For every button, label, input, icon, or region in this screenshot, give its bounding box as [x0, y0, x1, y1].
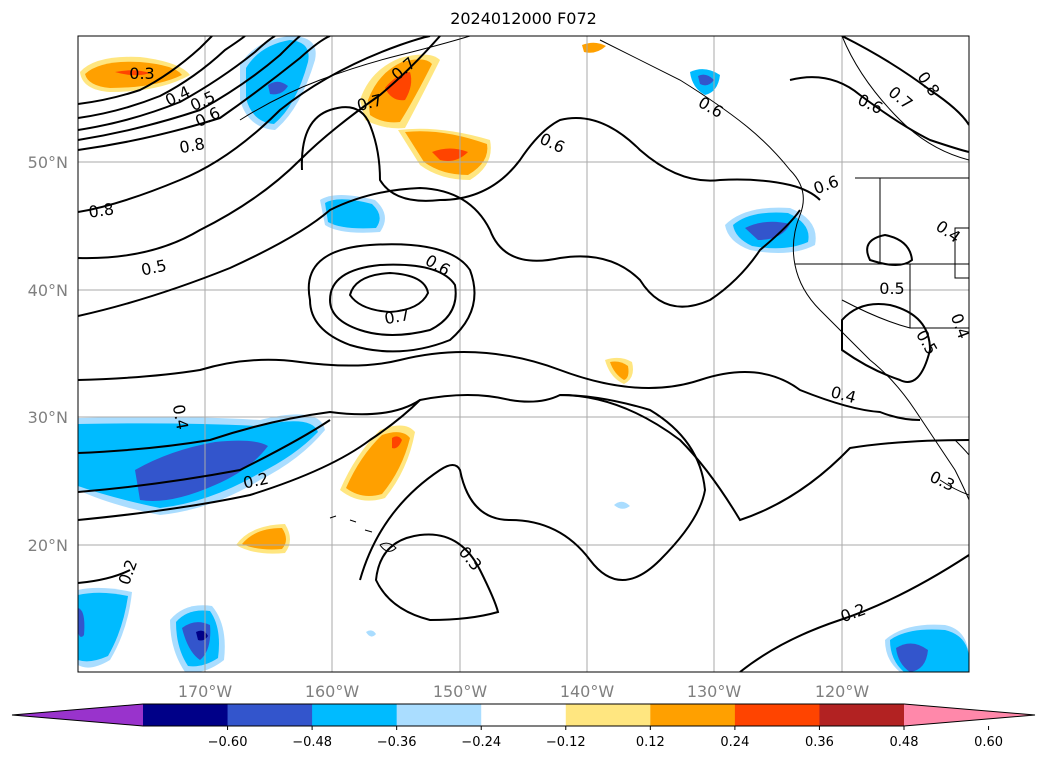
- contour-label: 0.3: [129, 64, 154, 83]
- colorbar-tick-label: −0.36: [377, 735, 417, 750]
- negative-anomaly-patches: [78, 36, 969, 672]
- colorbar-tick-label: −0.24: [461, 735, 501, 750]
- colorbar-extend-low: [12, 704, 143, 726]
- shaded-anomaly-fields: [78, 36, 969, 672]
- contour-label: 0.4: [169, 403, 192, 431]
- lon-label: 140°W: [560, 682, 615, 701]
- contour-label: 0.3: [455, 543, 486, 575]
- colorbar-tick-label: −0.48: [292, 735, 332, 750]
- contour-label: 0.8: [913, 68, 943, 100]
- map-title: 2024012000 F072: [450, 9, 597, 28]
- contour-label: 0.2: [115, 557, 142, 587]
- colorbar-box: [481, 704, 567, 726]
- lat-label: 20°N: [28, 536, 68, 555]
- colorbar-box: [565, 704, 651, 726]
- lon-label: 150°W: [433, 682, 488, 701]
- gridlines: [78, 36, 969, 672]
- contour-label: 0.8: [178, 134, 206, 157]
- colorbar-tick-label: 0.24: [720, 735, 749, 750]
- contour-label: 0.6: [695, 93, 727, 122]
- contour-label: 0.5: [879, 279, 904, 298]
- contour-label: 0.5: [139, 256, 168, 280]
- lon-label: 160°W: [305, 682, 360, 701]
- contour-label: 0.2: [241, 469, 270, 493]
- contour-label-group: 0.3 0.4 0.5 0.6 0.7 0.8 0.7 0.6 0.8 0.5 …: [87, 53, 973, 626]
- colorbar-outline: [11, 703, 1036, 727]
- lat-label: 30°N: [28, 408, 68, 427]
- contour-label: 0.4: [162, 82, 193, 110]
- contour-label: 0.4: [932, 216, 964, 246]
- colorbar-box: [650, 704, 736, 726]
- colorbar-tick-label: 0.60: [974, 735, 1003, 750]
- longitude-labels: 170°W 160°W 150°W 140°W 130°W 120°W: [178, 682, 870, 701]
- contour-label: 0.3: [927, 467, 958, 495]
- colorbar-tick-label: 0.12: [636, 735, 665, 750]
- colorbar-box: [143, 704, 229, 726]
- contour-label: 0.4: [829, 382, 859, 407]
- lon-label: 130°W: [687, 682, 742, 701]
- lon-label: 170°W: [178, 682, 233, 701]
- colorbar-tick-label: 0.36: [805, 735, 834, 750]
- latitude-labels: 50°N 40°N 30°N 20°N: [28, 153, 68, 555]
- contour-label: 0.8: [87, 199, 115, 221]
- lat-label: 40°N: [28, 281, 68, 300]
- contour-lines: [78, 36, 969, 672]
- colorbar: −0.60 −0.48 −0.36 −0.24 −0.12 0.12 0.24 0.36 0.4…: [11, 703, 1036, 750]
- colorbar-box: [396, 704, 482, 726]
- contour-label: 0.7: [383, 305, 411, 328]
- colorbar-tick-label: −0.12: [546, 735, 586, 750]
- colorbar-box: [227, 704, 313, 726]
- colorbar-box: [312, 704, 398, 726]
- positive-anomaly-patches: [80, 42, 633, 554]
- contour-label: 0.6: [811, 172, 841, 199]
- map-frame: [77, 35, 970, 673]
- contour-label: 0.6: [422, 251, 454, 280]
- colorbar-tick-label: 0.48: [890, 735, 919, 750]
- colorbar-box: [734, 704, 820, 726]
- colorbar-extend-high: [904, 704, 1035, 726]
- lat-label: 50°N: [28, 153, 68, 172]
- lon-label: 120°W: [815, 682, 870, 701]
- coastline: [239, 36, 969, 552]
- contour-label: 0.5: [912, 326, 941, 358]
- colorbar-tick-label: −0.60: [208, 735, 248, 750]
- colorbar-box: [819, 704, 905, 726]
